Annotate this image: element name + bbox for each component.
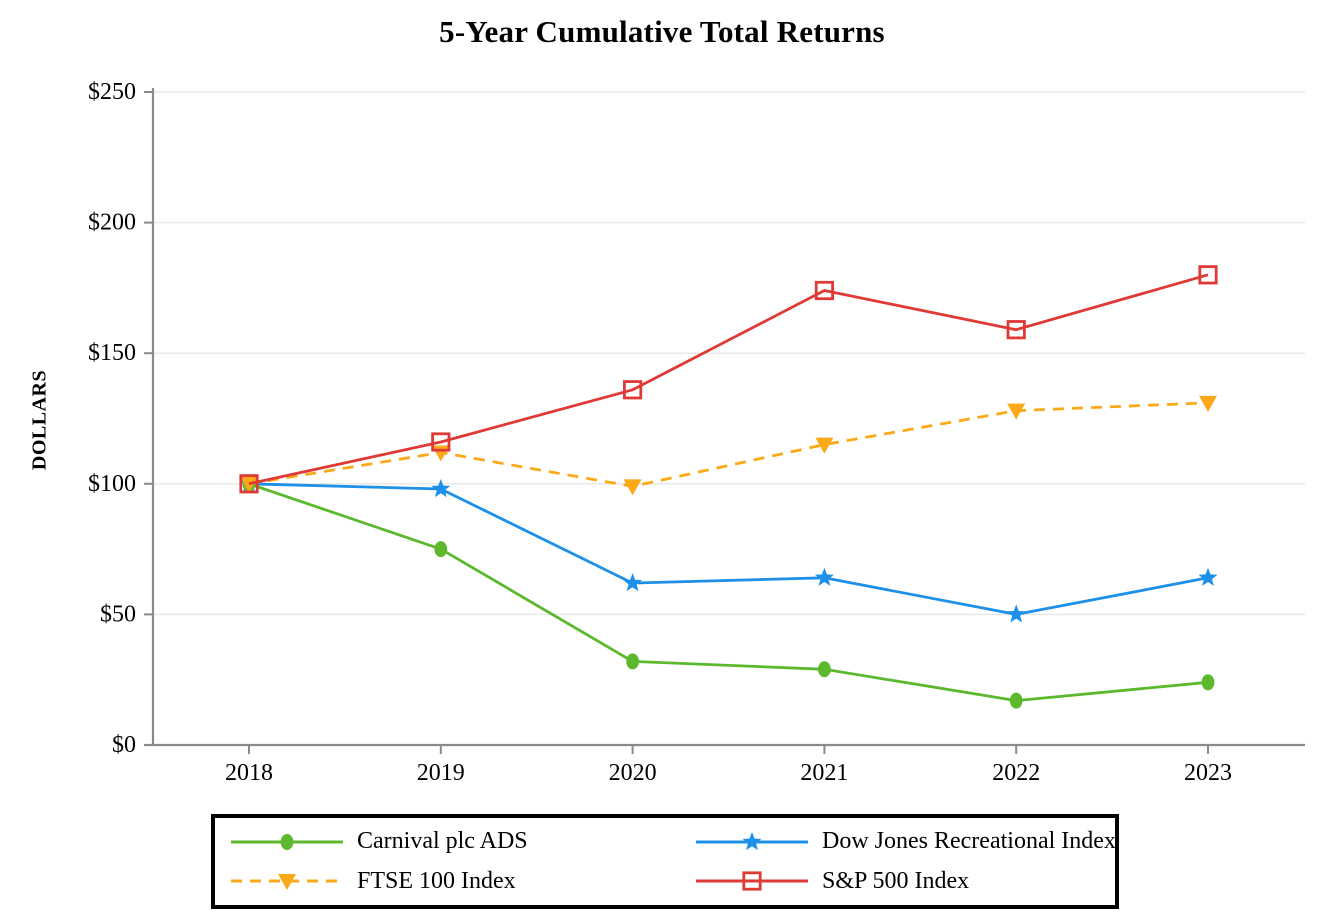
star-marker [742,831,762,850]
circle-marker [1201,674,1215,691]
gridlines [153,91,1305,616]
series-3 [240,395,1217,496]
circle-marker [818,661,831,678]
y-tick-label: $0 [112,732,136,758]
circle-marker [280,833,294,850]
ftse-line-marker-icon [231,874,343,891]
legend-label: FTSE 100 Index [357,867,516,894]
x-tick-label: 2020 [609,760,657,786]
series-1 [242,475,1215,709]
series-line [248,482,1209,702]
tick-labels: $0 $50 $100 $150 $200 $250 2018 2019 2020 2021 202… [88,79,1232,786]
triangle-marker [623,479,642,496]
y-tick-label: $250 [88,79,136,105]
series-line [248,273,1209,486]
x-tick-label: 2023 [1184,760,1232,786]
legend: Carnival plc ADS Dow Jones Recreational … [211,814,1119,909]
circle-marker [1009,692,1023,709]
star-marker [1006,604,1026,623]
axes [144,88,1305,754]
x-tick-label: 2019 [417,760,465,786]
circle-marker [434,541,448,558]
legend-label: Dow Jones Recreational Index [822,828,1116,855]
series-line [248,482,1209,616]
dow-jones-line-marker-icon [696,831,808,850]
series-2 [239,473,1218,623]
legend-entry-carnival: Carnival plc ADS [229,825,694,859]
carnival-line-marker-icon [231,833,343,850]
triangle-marker [815,437,834,454]
legend-label: S&P 500 Index [822,867,970,894]
triangle-marker [1007,403,1026,420]
x-tick-label: 2018 [225,760,273,786]
x-tick-label: 2021 [800,760,848,786]
series-line [248,401,1209,488]
star-marker [431,479,451,498]
y-tick-label: $100 [88,471,136,497]
legend-entry-dow-jones: Dow Jones Recreational Index [694,825,1116,859]
x-tick-label: 2022 [992,760,1040,786]
star-marker [623,573,643,592]
square-marker [742,871,762,891]
triangle-marker [1199,395,1217,412]
star-marker [814,567,834,586]
triangle-marker [240,476,258,493]
square-marker [1006,320,1026,340]
triangle-marker [278,874,296,891]
square-marker [239,474,259,494]
y-tick-label: $150 [88,340,136,366]
star-marker [1198,567,1218,586]
square-marker [431,432,451,452]
chart-title: 5-Year Cumulative Total Returns [439,14,885,49]
sp500-line-marker-icon [696,871,808,891]
y-tick-label: $50 [100,601,136,627]
y-tick-label: $200 [88,210,136,236]
circle-marker [626,653,639,670]
legend-entry-ftse: FTSE 100 Index [229,864,694,898]
square-marker [1198,265,1218,285]
square-marker [814,280,835,301]
legend-label: Carnival plc ADS [357,828,528,855]
series-4 [239,265,1218,494]
legend-entry-sp500: S&P 500 Index [694,864,1116,898]
square-marker [623,380,643,400]
